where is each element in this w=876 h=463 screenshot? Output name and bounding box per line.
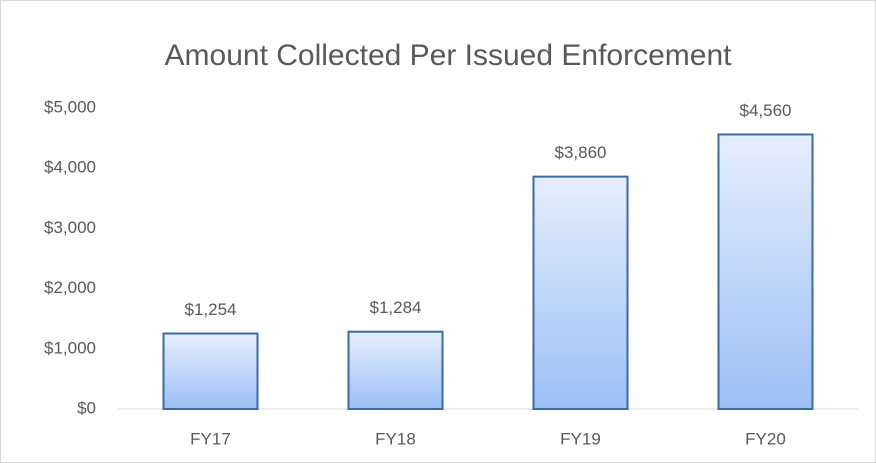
data-label: $3,860 bbox=[555, 143, 607, 162]
data-label: $1,254 bbox=[185, 300, 237, 319]
y-tick-label: $3,000 bbox=[44, 218, 96, 237]
y-tick-label: $5,000 bbox=[44, 97, 96, 116]
x-tick-label: FY18 bbox=[375, 429, 416, 448]
chart-title: Amount Collected Per Issued Enforcement bbox=[165, 39, 733, 72]
y-tick-label: $0 bbox=[77, 398, 96, 417]
y-tick-label: $1,000 bbox=[44, 338, 96, 357]
data-label: $4,560 bbox=[740, 101, 792, 120]
bar bbox=[532, 175, 629, 410]
x-tick-label: FY17 bbox=[190, 429, 231, 448]
data-label: $1,284 bbox=[370, 298, 422, 317]
bar bbox=[717, 133, 814, 410]
y-tick-label: $2,000 bbox=[44, 278, 96, 297]
bar bbox=[162, 332, 259, 410]
y-tick-label: $4,000 bbox=[44, 158, 96, 177]
bar bbox=[347, 330, 444, 410]
x-tick-label: FY19 bbox=[560, 429, 601, 448]
x-tick-label: FY20 bbox=[745, 429, 786, 448]
